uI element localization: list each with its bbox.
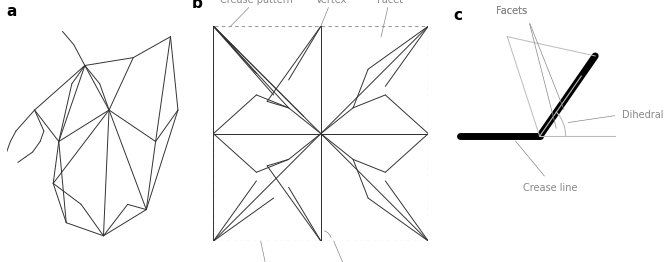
Text: Sector angle: Sector angle <box>316 241 378 262</box>
Text: Facet: Facet <box>376 0 402 37</box>
Text: b: b <box>192 0 203 11</box>
Text: Vertex: Vertex <box>316 0 347 26</box>
Text: Crease line: Crease line <box>523 183 578 193</box>
Text: Crease line: Crease line <box>240 241 295 262</box>
Text: c: c <box>454 8 462 23</box>
Text: Facets: Facets <box>496 6 527 16</box>
Text: Facets: Facets <box>496 6 527 16</box>
Text: a: a <box>7 4 17 19</box>
Text: Crease pattern: Crease pattern <box>220 0 293 26</box>
Text: Dihedral angle: Dihedral angle <box>622 110 665 120</box>
